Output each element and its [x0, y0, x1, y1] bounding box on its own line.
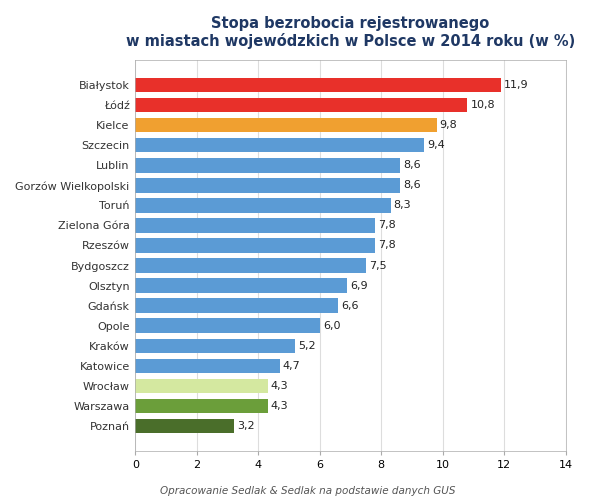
Bar	[135, 178, 400, 192]
Text: 9,8: 9,8	[440, 120, 458, 130]
Text: 3,2: 3,2	[237, 421, 255, 431]
Bar	[135, 399, 268, 413]
Text: 7,8: 7,8	[378, 240, 396, 250]
Bar	[135, 419, 234, 433]
Text: 8,6: 8,6	[403, 180, 421, 190]
Bar	[135, 238, 375, 253]
Bar	[135, 78, 501, 92]
Text: 6,9: 6,9	[351, 281, 368, 291]
Text: 10,8: 10,8	[470, 100, 495, 110]
Bar	[135, 339, 295, 353]
Bar	[135, 379, 268, 393]
Bar	[135, 218, 375, 232]
Text: 6,0: 6,0	[323, 321, 340, 331]
Bar	[135, 299, 338, 313]
Text: 8,6: 8,6	[403, 160, 421, 170]
Bar	[135, 359, 280, 373]
Bar	[135, 158, 400, 172]
Text: 7,8: 7,8	[378, 220, 396, 230]
Text: 8,3: 8,3	[394, 200, 411, 210]
Text: 4,3: 4,3	[271, 401, 288, 411]
Text: Opracowanie Sedlak & Sedlak na podstawie danych GUS: Opracowanie Sedlak & Sedlak na podstawie…	[160, 486, 455, 496]
Bar	[135, 279, 347, 293]
Bar	[135, 98, 467, 112]
Text: 5,2: 5,2	[298, 341, 316, 351]
Text: 9,4: 9,4	[427, 140, 445, 150]
Text: 4,7: 4,7	[283, 361, 301, 371]
Text: 4,3: 4,3	[271, 381, 288, 391]
Text: 11,9: 11,9	[504, 80, 529, 90]
Text: 6,6: 6,6	[341, 301, 359, 311]
Bar	[135, 198, 391, 212]
Bar	[135, 319, 320, 333]
Bar	[135, 259, 366, 273]
Title: Stopa bezrobocia rejestrowanego
w miastach wojewódzkich w Polsce w 2014 roku (w : Stopa bezrobocia rejestrowanego w miasta…	[126, 16, 575, 49]
Bar	[135, 118, 437, 132]
Text: 7,5: 7,5	[369, 261, 387, 271]
Bar	[135, 138, 424, 152]
